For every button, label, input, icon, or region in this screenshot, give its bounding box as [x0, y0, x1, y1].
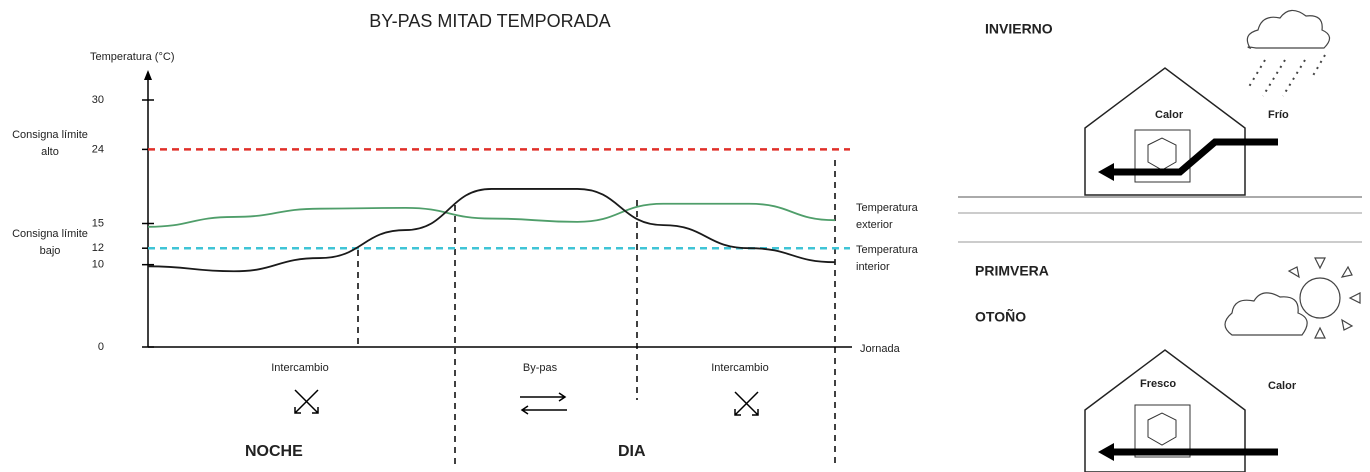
reference-label: Consigna límite bajo [12, 228, 88, 258]
chart-title: BY-PAS MITAD TEMPORADA [369, 11, 610, 31]
outside-label: Frío [1268, 109, 1289, 121]
y-tick-label: 12 [92, 242, 104, 254]
house [1084, 349, 1246, 472]
period-label: DIA [618, 443, 646, 460]
house [1084, 67, 1246, 196]
heat-exchanger [1134, 404, 1191, 458]
y-tick-label: 0 [98, 341, 104, 353]
sun-cloud [1224, 257, 1361, 339]
panel-title: OTOÑO [975, 308, 1026, 325]
heat-exchanger-core [1147, 137, 1177, 171]
inside-label: Fresco [1140, 378, 1176, 390]
y-tick-label: 10 [92, 259, 104, 271]
exchange-icon [294, 389, 759, 416]
y-tick-label: 24 [92, 143, 104, 155]
phase-label: Intercambio [711, 362, 768, 374]
y-axis-label: Temperatura (°C) [90, 51, 174, 63]
outside-label: Calor [1268, 380, 1297, 392]
airflow-arrow [1098, 163, 1114, 181]
phase-label: By-pas [523, 362, 558, 374]
airflow [1112, 138, 1278, 176]
inside-label: Calor [1155, 109, 1184, 121]
series-label: Temperatura exterior [856, 202, 918, 232]
crossing-lines [357, 160, 836, 465]
heat-exchanger [1134, 129, 1191, 183]
y-tick-label: 15 [92, 217, 104, 229]
period-label: NOCHE [245, 443, 303, 460]
winter-cloud [1246, 9, 1331, 97]
reference-label: Consigna límite alto [12, 129, 88, 159]
heat-exchanger-core [1147, 412, 1177, 446]
series-label: Temperatura interior [856, 244, 918, 274]
panel-title: PRIMVERA [975, 263, 1049, 279]
series-line [147, 202, 836, 228]
series-line [147, 188, 836, 273]
bypass-icon [520, 392, 567, 415]
y-tick-label: 30 [92, 94, 104, 106]
phase-label: Intercambio [271, 362, 328, 374]
y-axis-arrow [144, 70, 152, 80]
x-axis-label: Jornada [860, 343, 901, 355]
panel-title: INVIERNO [985, 21, 1053, 37]
airflow-arrow [1098, 443, 1114, 461]
